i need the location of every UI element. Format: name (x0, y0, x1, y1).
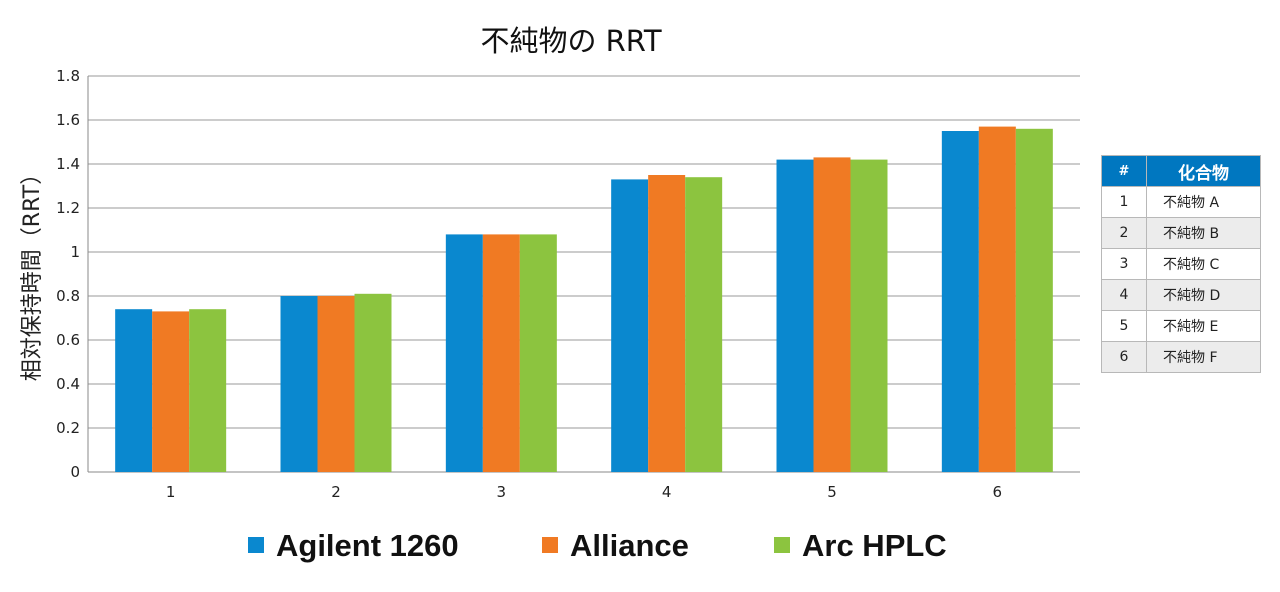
legend-swatch (542, 537, 558, 553)
bar (189, 309, 227, 472)
table-cell-number: 4 (1101, 279, 1147, 311)
y-tick-labels: 0 0.2 0.4 0.6 0.8 1 1.2 1.4 1.6 1.8 (56, 67, 80, 481)
bar (115, 309, 153, 472)
table-cell-number: 5 (1101, 310, 1147, 342)
table-row: 3 不純物 C (1101, 248, 1261, 280)
x-tick-label: 4 (662, 483, 672, 501)
x-tick-label: 5 (827, 483, 837, 501)
y-tick-label: 1.2 (56, 199, 80, 217)
table-header-compound: 化合物 (1146, 155, 1261, 187)
legend-label: Arc HPLC (802, 528, 947, 563)
legend: Agilent 1260 Alliance Arc HPLC (248, 528, 947, 563)
y-axis-label: 相対保持時間（RRT） (20, 163, 45, 381)
bar (1015, 128, 1053, 473)
table-cell-compound: 不純物 C (1146, 248, 1261, 280)
x-tick-label: 3 (497, 483, 507, 501)
bar (519, 234, 557, 472)
y-tick-label: 0.6 (56, 331, 80, 349)
y-tick-label: 0.8 (56, 287, 80, 305)
bar (685, 177, 723, 472)
gridlines (87, 75, 1080, 473)
table-row: 5 不純物 E (1101, 310, 1261, 342)
table-cell-compound: 不純物 D (1146, 279, 1261, 311)
table-header-number: # (1101, 155, 1147, 187)
bar (648, 175, 686, 472)
bar (978, 126, 1016, 472)
bar (941, 131, 979, 472)
table-cell-number: 2 (1101, 217, 1147, 249)
table-cell-compound: 不純物 B (1146, 217, 1261, 249)
x-tick-label: 1 (166, 483, 176, 501)
bar (482, 234, 520, 472)
table-row: 2 不純物 B (1101, 217, 1261, 249)
bar (280, 296, 318, 472)
table-cell-number: 3 (1101, 248, 1147, 280)
bar (611, 179, 649, 472)
bar (445, 234, 483, 472)
y-tick-label: 1 (70, 243, 80, 261)
y-tick-label: 1.6 (56, 111, 80, 129)
legend-swatch (774, 537, 790, 553)
legend-swatch (248, 537, 264, 553)
table-cell-number: 6 (1101, 341, 1147, 373)
table-cell-compound: 不純物 A (1146, 186, 1261, 218)
x-tick-label: 6 (993, 483, 1003, 501)
chart-title: 不純物の RRT (480, 24, 661, 58)
table-row: 6 不純物 F (1101, 341, 1261, 373)
legend-label: Agilent 1260 (276, 528, 459, 563)
bar (354, 293, 392, 472)
x-tick-label: 2 (331, 483, 341, 501)
legend-label: Alliance (570, 528, 689, 563)
y-tick-label: 1.4 (56, 155, 80, 173)
x-tick-labels: 1 2 3 4 5 6 (166, 483, 1002, 501)
bar (152, 311, 190, 472)
y-tick-label: 0.2 (56, 419, 80, 437)
compound-table: # 化合物 1 不純物 A 2 不純物 B 3 不純物 C 4 不純物 D 5 … (1101, 155, 1261, 373)
bar (850, 159, 888, 472)
bars (115, 126, 1053, 473)
bar (813, 157, 851, 472)
table-cell-number: 1 (1101, 186, 1147, 218)
table-row: 4 不純物 D (1101, 279, 1261, 311)
table-cell-compound: 不純物 E (1146, 310, 1261, 342)
bar (317, 296, 355, 472)
table-cell-compound: 不純物 F (1146, 341, 1261, 373)
y-tick-label: 1.8 (56, 67, 80, 85)
bar (776, 159, 814, 472)
table-row: 1 不純物 A (1101, 186, 1261, 218)
y-tick-label: 0 (70, 463, 80, 481)
y-tick-label: 0.4 (56, 375, 80, 393)
